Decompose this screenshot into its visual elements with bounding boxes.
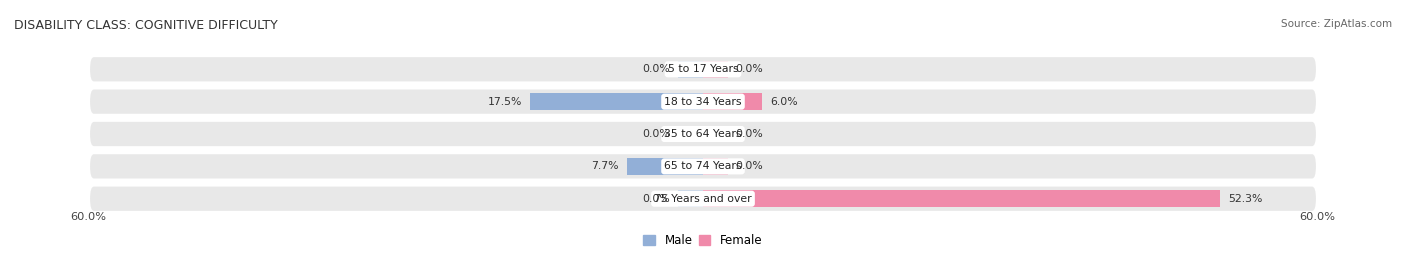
Bar (678, 126, 703, 142)
Bar (678, 61, 703, 78)
Bar (703, 158, 728, 175)
Text: 0.0%: 0.0% (735, 64, 763, 74)
Text: 0.0%: 0.0% (735, 161, 763, 171)
Text: 75 Years and over: 75 Years and over (654, 194, 752, 204)
Bar (627, 158, 703, 175)
Bar (703, 126, 728, 142)
Text: 60.0%: 60.0% (70, 213, 107, 222)
Text: 5 to 17 Years: 5 to 17 Years (668, 64, 738, 74)
Text: 18 to 34 Years: 18 to 34 Years (664, 97, 742, 107)
FancyBboxPatch shape (90, 187, 1316, 211)
Text: 6.0%: 6.0% (770, 97, 797, 107)
Text: 0.0%: 0.0% (643, 129, 671, 139)
FancyBboxPatch shape (90, 57, 1316, 81)
Text: 52.3%: 52.3% (1227, 194, 1263, 204)
Bar (703, 93, 762, 110)
Text: 35 to 64 Years: 35 to 64 Years (664, 129, 742, 139)
Bar (530, 93, 703, 110)
Text: 0.0%: 0.0% (735, 129, 763, 139)
Bar (703, 190, 1220, 207)
FancyBboxPatch shape (90, 122, 1316, 146)
Bar (703, 61, 728, 78)
Text: Source: ZipAtlas.com: Source: ZipAtlas.com (1281, 19, 1392, 29)
Text: 7.7%: 7.7% (592, 161, 619, 171)
Text: 0.0%: 0.0% (643, 64, 671, 74)
Text: 0.0%: 0.0% (643, 194, 671, 204)
Bar (678, 190, 703, 207)
Text: 60.0%: 60.0% (1299, 213, 1336, 222)
FancyBboxPatch shape (90, 154, 1316, 178)
FancyBboxPatch shape (90, 90, 1316, 114)
Text: 65 to 74 Years: 65 to 74 Years (664, 161, 742, 171)
Text: DISABILITY CLASS: COGNITIVE DIFFICULTY: DISABILITY CLASS: COGNITIVE DIFFICULTY (14, 19, 278, 32)
Legend: Male, Female: Male, Female (638, 229, 768, 252)
Text: 17.5%: 17.5% (488, 97, 522, 107)
